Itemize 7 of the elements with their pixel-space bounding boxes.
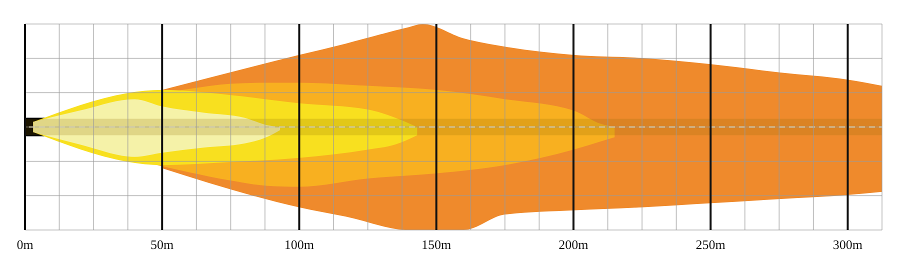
- x-tick-label: 300m: [832, 237, 863, 252]
- x-tick-label: 150m: [422, 237, 452, 252]
- x-tick-label: 250m: [696, 237, 726, 252]
- x-tick-label: 50m: [150, 237, 174, 252]
- x-tick-label: 0m: [16, 237, 34, 252]
- x-tick-label: 100m: [284, 237, 314, 252]
- x-tick-label: 200m: [558, 237, 588, 252]
